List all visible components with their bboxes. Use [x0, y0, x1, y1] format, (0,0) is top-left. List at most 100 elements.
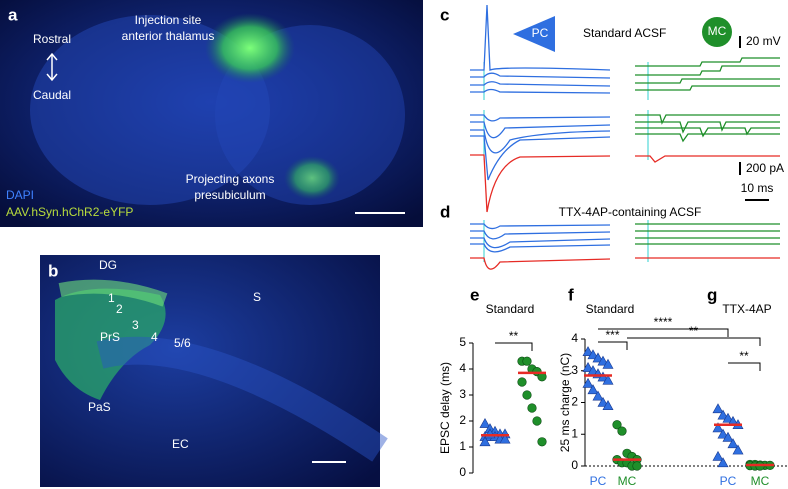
data-point	[592, 390, 604, 401]
region: PrS	[100, 330, 120, 344]
data-point	[602, 374, 614, 385]
trace	[635, 57, 780, 67]
data-point	[587, 384, 599, 395]
data-point	[517, 377, 527, 387]
region: DG	[99, 258, 117, 272]
stain-label: DAPI	[6, 188, 34, 202]
stain-label: AAV.hSyn.hChR2-eYFP	[6, 205, 133, 219]
chart-title: Standard	[586, 302, 635, 316]
cell-label: PC	[532, 26, 549, 40]
trace	[470, 72, 611, 79]
data-point	[727, 438, 739, 449]
x-tick-label: PC	[590, 474, 607, 488]
chart-title: TTX-4AP	[722, 302, 771, 316]
label: Rostral	[33, 32, 71, 46]
panel-a: a Rostral Caudal Injection site anterior…	[0, 0, 423, 227]
trace	[635, 85, 780, 91]
data-point	[582, 361, 594, 372]
label: Projecting axons	[186, 172, 275, 186]
trace	[635, 65, 780, 76]
data-point	[712, 403, 724, 414]
data-point	[597, 396, 609, 407]
data-point	[712, 422, 724, 433]
panel-d: d TTX-4AP-containing ACSF	[440, 202, 780, 270]
trace	[635, 127, 780, 138]
trace	[635, 114, 780, 125]
data-point	[587, 349, 599, 360]
condition: Standard ACSF	[583, 26, 666, 40]
label: presubiculum	[194, 188, 265, 202]
pc-icon	[513, 16, 555, 52]
y-tick-label: 3	[571, 363, 578, 377]
data-point	[717, 409, 729, 420]
region: PaS	[88, 400, 111, 414]
y-tick-label: 1	[459, 439, 466, 453]
data-point	[522, 356, 532, 366]
y-tick-label: 3	[459, 387, 466, 401]
panel-letter: d	[440, 202, 450, 221]
significance-label: ****	[654, 315, 673, 329]
trace	[635, 78, 780, 84]
significance-bracket	[598, 328, 729, 337]
data-point	[479, 436, 491, 447]
label: Injection site	[135, 13, 202, 27]
y-tick-label: 1	[571, 426, 578, 440]
panel-letter: b	[48, 261, 58, 280]
trace	[470, 257, 611, 270]
trace	[470, 81, 611, 87]
data-point	[612, 420, 622, 430]
trace	[470, 230, 611, 240]
significance-label: **	[689, 324, 699, 338]
trace	[635, 155, 780, 163]
data-point	[632, 461, 642, 471]
data-point	[602, 358, 614, 369]
panel-b: b DG S 1 2 3 4 PrS 5/6 PaS EC	[40, 255, 388, 487]
trace	[470, 114, 611, 122]
condition: TTX-4AP-containing ACSF	[559, 205, 702, 219]
data-point	[717, 457, 729, 468]
significance-label: **	[509, 329, 519, 343]
significance-bracket	[627, 337, 761, 346]
region: S	[253, 290, 261, 304]
panel-letter: g	[707, 285, 717, 304]
significance-bracket	[728, 362, 761, 371]
mc-icon	[702, 17, 732, 47]
significance-label: **	[739, 349, 749, 363]
region: 2	[116, 302, 123, 316]
y-tick-label: 0	[571, 458, 578, 472]
trace	[470, 4, 611, 71]
label: anterior thalamus	[122, 29, 215, 43]
charts: e Standard EPSC delay (ms) 0 1 2 3 4 5 ** f g Standa…	[438, 285, 788, 488]
panel-c: c PC Standard ACSF MC 20 mV 200 pA 10 ms	[440, 4, 784, 213]
panel-letter: a	[8, 5, 18, 24]
data-point	[537, 437, 547, 447]
arrow-heads	[46, 52, 58, 82]
data-point	[717, 428, 729, 439]
data-point	[499, 433, 511, 444]
y-tick-label: 4	[459, 361, 466, 375]
layer	[58, 279, 168, 307]
scale-label: 200 pA	[746, 161, 784, 175]
data-point	[712, 450, 724, 461]
x-tick-label: MC	[618, 474, 637, 488]
data-point	[582, 346, 594, 356]
data-point	[617, 426, 627, 436]
significance-bracket	[495, 342, 533, 351]
data-point	[722, 412, 734, 423]
injection-site	[205, 13, 295, 83]
significance-label: ***	[605, 328, 619, 342]
data-point	[532, 416, 542, 426]
y-axis-label: EPSC delay (ms)	[438, 362, 452, 454]
data-point	[522, 390, 532, 400]
axons	[284, 156, 340, 200]
data-point	[479, 417, 491, 428]
trace	[470, 237, 611, 249]
tissue	[96, 336, 388, 462]
y-tick-label: 0	[459, 465, 466, 479]
trace	[470, 135, 611, 181]
y-tick-label: 2	[459, 413, 466, 427]
chart-title: Standard	[486, 302, 535, 316]
data-point	[732, 444, 744, 455]
trace	[470, 121, 611, 139]
